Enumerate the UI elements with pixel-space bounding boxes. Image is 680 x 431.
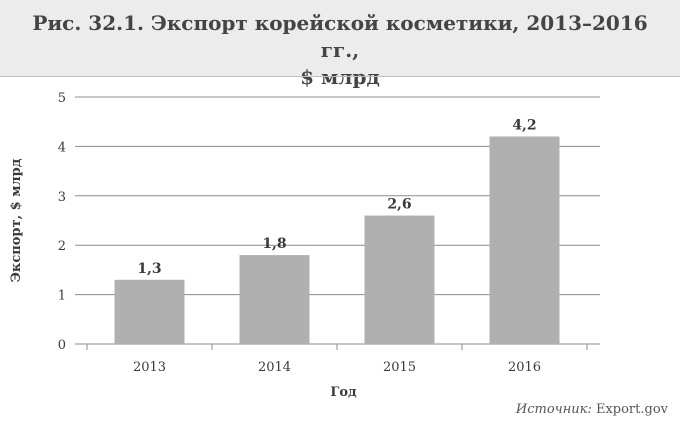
- y-tick-label: 5: [58, 91, 66, 106]
- chart-title: Рис. 32.1. Экспорт корейской косметики, …: [10, 10, 670, 91]
- bar: [489, 136, 560, 344]
- y-tick-label: 1: [58, 289, 66, 304]
- data-label: 1,3: [137, 261, 161, 277]
- bar: [239, 255, 310, 344]
- header-divider: [0, 76, 680, 77]
- data-label: 2,6: [387, 197, 411, 213]
- x-axis-title: Год: [330, 385, 357, 399]
- data-label: 1,8: [262, 236, 286, 252]
- x-tick-label: 2013: [133, 360, 166, 375]
- chart-header: Рис. 32.1. Экспорт корейской косметики, …: [0, 0, 680, 89]
- source-label: Источник:: [515, 402, 592, 417]
- chart-title-line-1: Рис. 32.1. Экспорт корейской косметики, …: [32, 11, 648, 62]
- source-value: Export.gov: [595, 402, 668, 417]
- bar: [114, 279, 185, 344]
- y-tick-label: 2: [58, 239, 66, 254]
- y-tick-label: 4: [58, 140, 66, 155]
- y-tick-label: 0: [58, 338, 66, 353]
- chart-title-line-2: $ млрд: [300, 65, 380, 89]
- x-tick-label: 2016: [508, 360, 541, 375]
- data-label: 4,2: [512, 118, 536, 134]
- y-tick-label: 3: [58, 190, 66, 205]
- source-note: Источник: Export.gov: [516, 402, 668, 417]
- x-tick-label: 2015: [383, 360, 416, 375]
- bar: [364, 215, 435, 344]
- x-tick-label: 2014: [258, 360, 291, 375]
- y-axis-title: Экспорт, $ млрд: [9, 158, 24, 282]
- bar-chart: 0 1 2 3 4 5 1,3 2013 1,8 2014 2,6 2015 4,2 2016 Год Экс…: [9, 91, 600, 399]
